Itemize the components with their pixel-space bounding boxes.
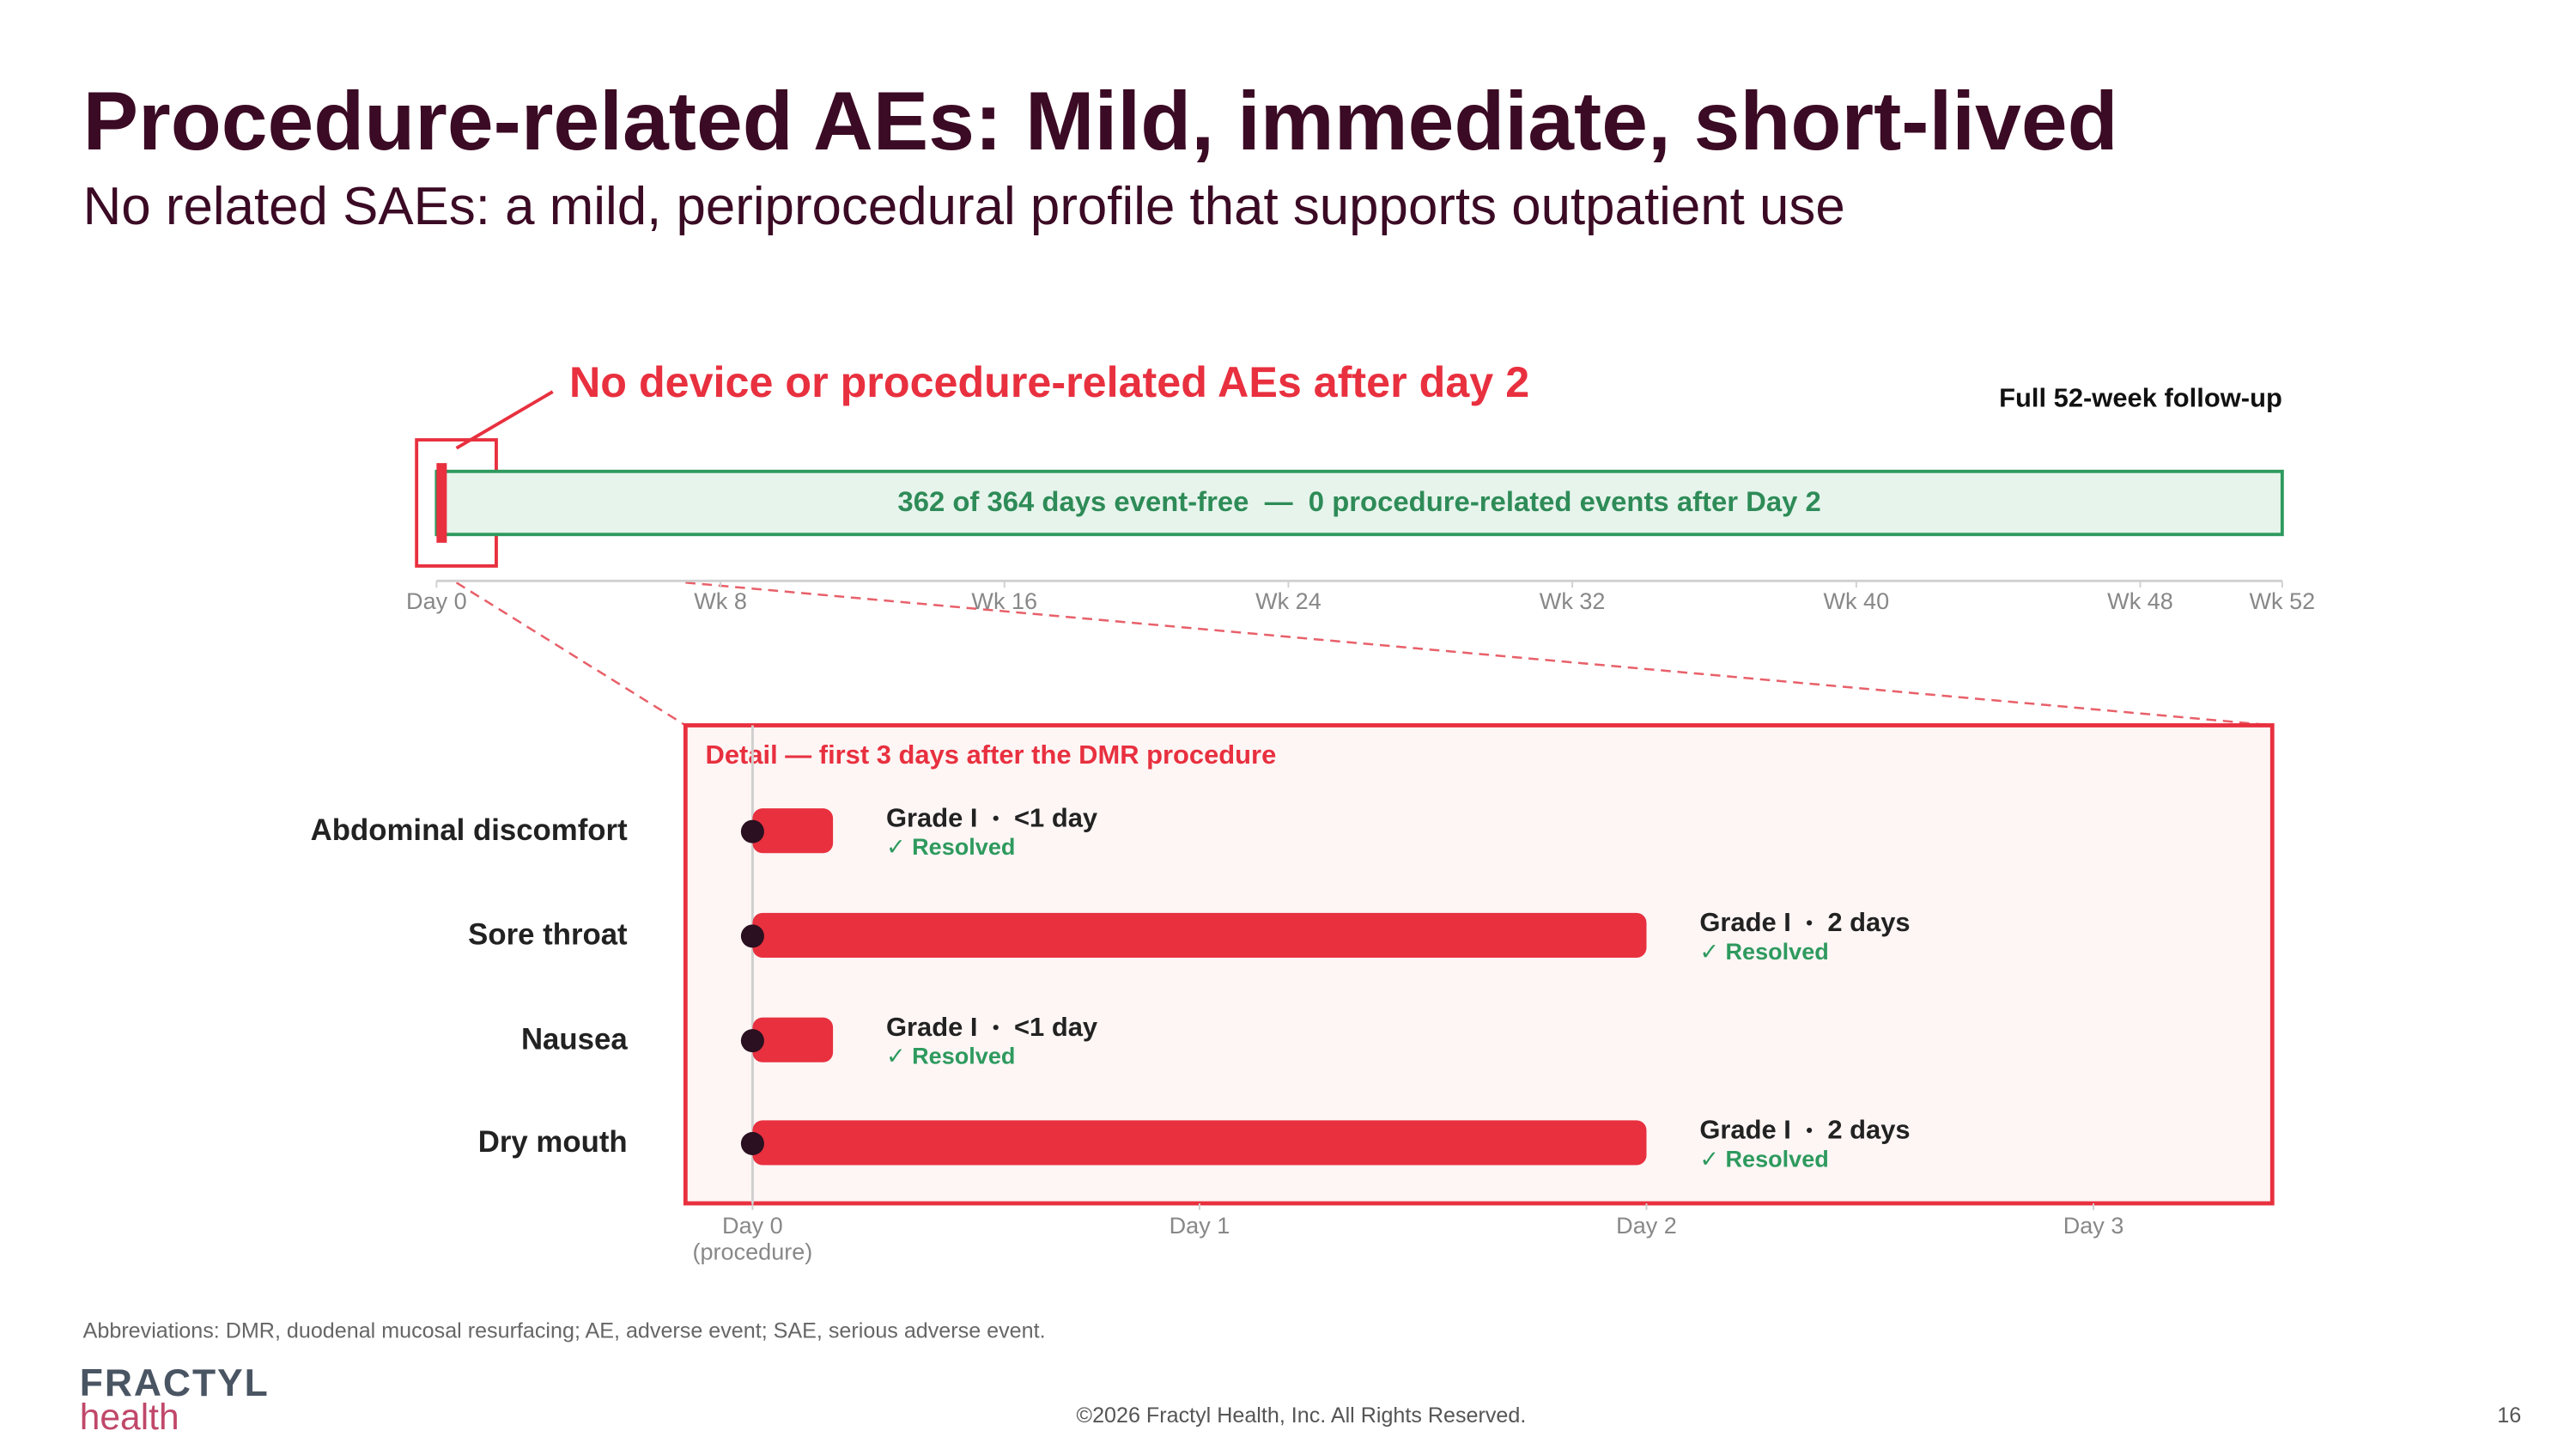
x-tick-label: Wk 16 [971,588,1037,614]
timeline-subtitle: Full 52-week follow-up [1999,382,2282,412]
x-tick-label: Day 0 [722,1213,783,1239]
duration-label: 2 days [1827,1115,1910,1145]
onset-dot [740,1131,764,1155]
status-label: ✓ Resolved [886,1044,1015,1069]
logo-top: FRACTYL [80,1362,270,1404]
x-tick-label: Day 3 [2063,1213,2124,1239]
grade-label: Grade I [1699,907,1791,937]
separator-dot [1807,1127,1813,1134]
onset-dot [740,1029,764,1053]
status-label: ✓ Resolved [886,834,1015,860]
ae-bar [752,808,834,854]
category-label: Nausea [521,1023,628,1056]
x-tick-label: Wk 8 [694,588,747,614]
logo-bottom: health [80,1397,179,1438]
zoom-connector [455,581,686,727]
onset-dot [740,819,764,843]
separator-dot [993,1025,999,1031]
grade-label: Grade I [886,1012,978,1042]
ae-bar [752,1017,834,1062]
x-tick-label: Wk 48 [2107,588,2173,614]
page-number: 16 [2497,1403,2521,1428]
ae-bar [752,1120,1647,1166]
event-window [436,463,447,543]
x-tick-label: Wk 52 [2250,588,2316,614]
grade-label: Grade I [1699,1115,1791,1145]
onset-dot [740,924,764,948]
duration-label: 2 days [1827,907,1910,937]
category-label: Sore throat [468,919,628,952]
x-tick-label: Wk 40 [1823,588,1889,614]
duration-label: <1 day [1014,1012,1098,1042]
annotation: No device or procedure-related AEs after… [569,358,1529,406]
footnote: Abbreviations: DMR, duodenal mucosal res… [83,1319,1046,1343]
x-tick-label: Day 2 [1616,1213,1677,1239]
category-label: Abdominal discomfort [311,814,628,847]
status-label: ✓ Resolved [1699,939,1828,965]
x-tick-label: Wk 24 [1255,588,1321,614]
slide-subtitle: No related SAEs: a mild, periprocedural … [83,177,1845,236]
bar-label: 362 of 364 days event-free — 0 procedure… [897,485,1820,517]
status-label: ✓ Resolved [1699,1146,1828,1172]
ae-bar [752,912,1647,959]
grade-label: Grade I [886,802,978,832]
event-free-bar [434,469,2284,537]
category-label: Dry mouth [478,1126,628,1159]
x-tick-note: (procedure) [692,1239,812,1265]
detail-title: Detail — first 3 days after the DMR proc… [706,740,1277,770]
separator-dot [1807,920,1813,926]
x-tick-label: Day 1 [1170,1213,1230,1239]
x-tick-label: Wk 32 [1540,588,1606,614]
separator-dot [993,815,999,821]
duration-label: <1 day [1014,802,1098,832]
x-tick-label: Day 0 [406,588,467,614]
slide-title: Procedure-related AEs: Mild, immediate, … [83,76,2118,167]
copyright: ©2026 Fractyl Health, Inc. All Rights Re… [1077,1403,1527,1428]
zoom-connector [685,581,2273,727]
callout-line [455,390,554,450]
